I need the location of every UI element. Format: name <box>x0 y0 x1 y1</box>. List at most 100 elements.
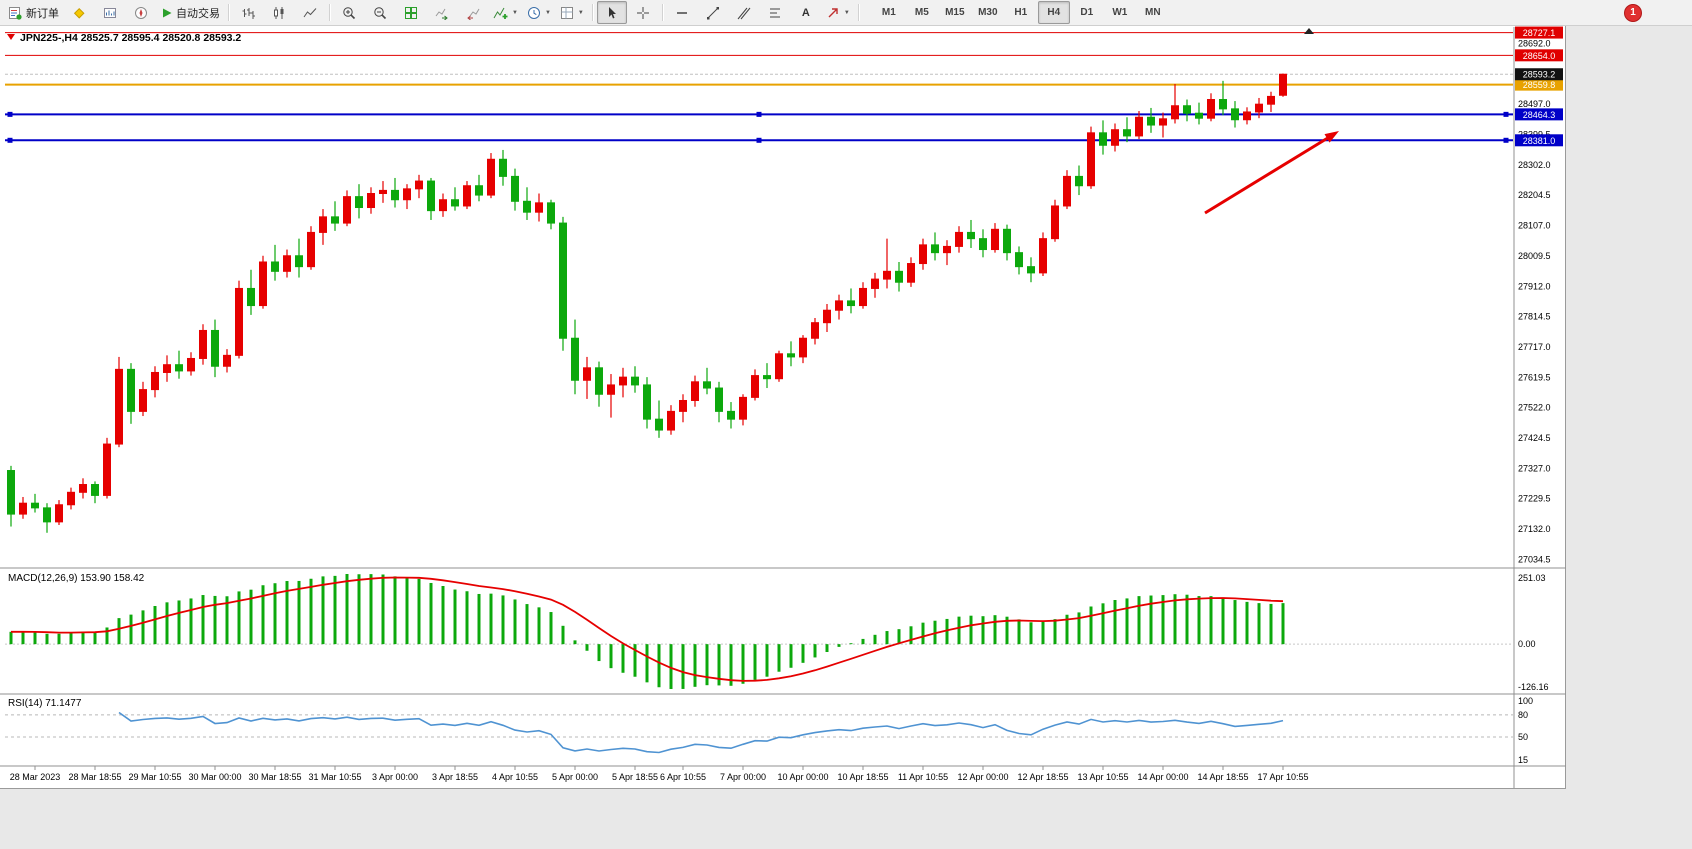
workspace-background <box>0 789 1566 849</box>
trendline-icon <box>706 6 720 20</box>
candle-body <box>763 375 771 380</box>
market-watch-button[interactable] <box>95 1 125 24</box>
workspace-background <box>1566 26 1692 849</box>
timeframe-button-m30[interactable]: M30 <box>978 7 998 18</box>
candle-body <box>31 502 39 509</box>
support-line-1-handle[interactable] <box>7 111 13 117</box>
candle-body <box>655 418 663 431</box>
candle-body <box>1243 111 1251 121</box>
trendline-button[interactable] <box>698 1 728 24</box>
price-axis-label: 27327.0 <box>1518 463 1551 473</box>
time-axis-label: 5 Apr 18:55 <box>612 772 658 782</box>
notification-badge[interactable]: 1 <box>1624 3 1642 22</box>
time-axis-label: 13 Apr 10:55 <box>1077 772 1128 782</box>
candle-body <box>559 222 567 339</box>
price-axis-label: 27717.0 <box>1518 342 1551 352</box>
autotrading-icon <box>161 7 173 19</box>
candle-body <box>1195 112 1203 119</box>
resistance-line-1-price-label: 28727.1 <box>1523 28 1556 38</box>
candle-body <box>799 337 807 358</box>
time-axis-label: 6 Apr 10:55 <box>660 772 706 782</box>
timeframe-button-m15[interactable]: M15 <box>945 7 965 18</box>
periods-button[interactable]: ▼ <box>523 1 555 24</box>
templates-button[interactable]: ▼ <box>556 1 588 24</box>
zoom-in-button[interactable] <box>334 1 364 24</box>
candle-body <box>367 193 375 209</box>
candle-body <box>439 199 447 212</box>
trend-arrow-shaft[interactable] <box>1204 134 1332 215</box>
price-axis-label: 28009.5 <box>1518 251 1551 261</box>
macd-pane: MACD(12,26,9) 153.90 158.42 251.03 0.00 -12… <box>5 573 1549 692</box>
rsi-label: RSI(14) 71.1477 <box>8 698 82 709</box>
time-axis-label: 28 Mar 18:55 <box>68 772 121 782</box>
bar-chart-button[interactable] <box>233 1 263 24</box>
timeframe-button-h4[interactable]: H4 <box>1037 1 1070 24</box>
candle-body <box>283 255 291 272</box>
horizontal-line-button[interactable] <box>667 1 697 24</box>
horizontal-line-icon <box>675 6 689 20</box>
timeframe-button-m5[interactable]: M5 <box>914 7 929 18</box>
text-button[interactable]: A <box>791 1 821 24</box>
time-axis-label: 14 Apr 18:55 <box>1197 772 1248 782</box>
candle-body <box>1027 266 1035 274</box>
timeframe-button-d1[interactable]: D1 <box>1080 7 1094 18</box>
chevron-down-icon: ▼ <box>512 9 518 16</box>
chevron-down-icon: ▼ <box>544 9 551 16</box>
fibonacci-button[interactable] <box>760 1 790 24</box>
crosshair-button[interactable] <box>628 1 658 24</box>
bid-price-price-label: 28593.2 <box>1523 70 1556 80</box>
candle-body <box>451 199 459 207</box>
time-axis[interactable]: 28 Mar 2023 28 Mar 18:55 29 Mar 10:55 30 Ma… <box>10 766 1309 782</box>
zoom-out-button[interactable] <box>365 1 395 24</box>
candle-body <box>43 507 51 523</box>
candle-body <box>715 387 723 412</box>
candle-body <box>391 189 399 201</box>
candle-body <box>847 300 855 307</box>
cursor-button[interactable] <box>596 1 627 24</box>
tile-windows-button[interactable] <box>396 1 426 24</box>
support-line-2-handle[interactable] <box>1503 137 1509 143</box>
candle-body <box>1063 175 1071 207</box>
support-line-1-handle[interactable] <box>756 111 762 117</box>
macd-label: MACD(12,26,9) 153.90 158.42 <box>8 573 145 584</box>
candle-body <box>79 484 87 493</box>
candlestick-button[interactable] <box>264 1 294 24</box>
candle-body <box>835 300 843 311</box>
tile-windows-icon <box>404 6 418 20</box>
line-chart-button[interactable] <box>295 1 325 24</box>
arrows-icon <box>826 6 840 20</box>
arrows-button[interactable]: ▼ <box>822 1 854 24</box>
timeframe-button-h1[interactable]: H1 <box>1014 7 1028 18</box>
navigator-button[interactable] <box>126 1 156 24</box>
support-line-2-handle[interactable] <box>7 137 13 143</box>
indicators-button[interactable]: ▼ <box>489 1 522 24</box>
timeframe-button-m1[interactable]: M1 <box>881 7 896 18</box>
clock-icon <box>527 6 541 20</box>
trend-arrow-annotation[interactable] <box>1204 131 1340 215</box>
candle-body <box>7 470 15 515</box>
channel-button[interactable] <box>729 1 759 24</box>
candle-body <box>19 502 27 515</box>
candle-body <box>1147 116 1155 126</box>
trend-arrow-head[interactable] <box>1324 131 1340 143</box>
zoom-out-icon <box>373 6 387 20</box>
support-line-1-handle[interactable] <box>1503 111 1509 117</box>
time-axis-label: 14 Apr 00:00 <box>1137 772 1188 782</box>
auto-scroll-button[interactable] <box>427 1 457 24</box>
metaeditor-button[interactable] <box>64 1 94 24</box>
support-line-2-handle[interactable] <box>756 137 762 143</box>
timeframe-button-w1[interactable]: W1 <box>1112 7 1128 18</box>
new-order-button[interactable]: 新订单 <box>4 1 63 24</box>
resistance-line-2-price-label: 28654.0 <box>1523 51 1556 61</box>
macd-signal-line <box>11 576 1284 682</box>
autotrading-button[interactable]: 自动交易 <box>157 1 224 24</box>
candle-body <box>643 384 651 420</box>
object-marker[interactable] <box>1304 28 1314 34</box>
candle-body <box>739 396 747 420</box>
chart-shift-button[interactable] <box>458 1 488 24</box>
timeframe-button-mn[interactable]: MN <box>1145 7 1161 18</box>
support-line-1-price-box <box>1515 108 1563 121</box>
rsi-axis-label: 100 <box>1518 696 1533 706</box>
time-axis-label: 4 Apr 10:55 <box>492 772 538 782</box>
price-scale[interactable]: 28692.028594.528497.028399.528302.028204… <box>1518 38 1551 564</box>
